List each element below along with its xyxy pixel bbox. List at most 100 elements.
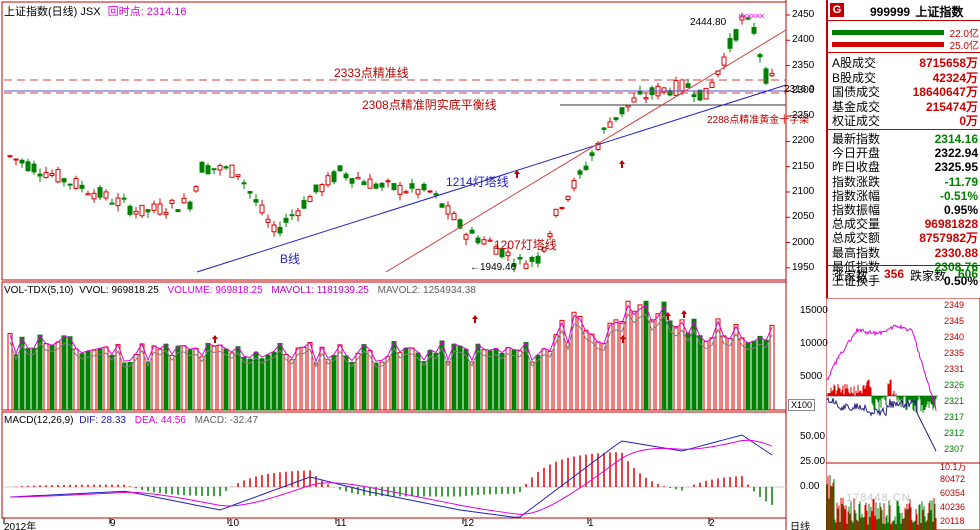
- volume-bar: [403, 347, 409, 411]
- quote-row: 指数涨跌 -11.79: [830, 175, 980, 190]
- volume-bar: [31, 347, 37, 411]
- price-tick: 2000: [792, 236, 815, 248]
- quote-label: 指数振幅: [832, 203, 881, 217]
- volume-bar: [121, 362, 127, 411]
- quote-value: 0万: [959, 114, 978, 128]
- quote-title: 999999 上证指数: [870, 3, 963, 20]
- macd-tick: 50.00: [800, 431, 826, 442]
- volume-bar: [85, 350, 91, 411]
- intraday-tick: 2321: [944, 396, 965, 406]
- volume-bar: [607, 322, 613, 411]
- candle-body: [85, 193, 91, 196]
- volume-bar: [535, 354, 541, 411]
- volume-value: VOLUME: 969818.25: [167, 285, 263, 296]
- candle-body: [235, 174, 241, 178]
- quote-label: B股成交: [832, 70, 877, 85]
- volume-bar: [493, 348, 499, 411]
- volume-bar: [223, 348, 229, 411]
- period-label[interactable]: 日线: [790, 522, 810, 530]
- intraday-chart[interactable]: [826, 298, 980, 530]
- candle-body: [397, 184, 403, 195]
- volume-bar: [67, 336, 73, 411]
- volume-bar: [517, 350, 523, 411]
- volume-bar: [583, 329, 589, 411]
- volume-bar: [643, 300, 649, 411]
- price-tick: 2400: [792, 34, 815, 46]
- volume-bar: [679, 319, 685, 411]
- quote-value: -11.79: [944, 174, 978, 189]
- candle-body: [613, 117, 619, 120]
- volume-bar: [733, 323, 739, 411]
- volume-bar: [619, 320, 625, 411]
- date-label: 11: [336, 518, 347, 529]
- quote-row: 权证成交 0万: [830, 114, 980, 129]
- volume-bar: [649, 319, 655, 411]
- candle-body: [37, 173, 43, 177]
- time-value: 2314.16: [146, 6, 187, 18]
- quote-value: 0.50%: [943, 274, 978, 288]
- volume-bar: [241, 356, 247, 411]
- candle-body: [703, 87, 709, 100]
- intraday-tick: 2349: [944, 300, 965, 310]
- quote-row: 最新指数 2314.16: [830, 132, 980, 147]
- volume-bar: [283, 353, 289, 411]
- intraday-volume-tick: 10.1万: [940, 462, 967, 472]
- candle-body: [427, 190, 433, 193]
- marks-label: ××××××: [738, 11, 765, 21]
- candle-body: [577, 170, 583, 175]
- volume-bar: [211, 345, 217, 411]
- quote-row: 最高指数 2330.88: [830, 246, 980, 261]
- intraday-volume-tick: 60354: [940, 488, 966, 498]
- buy-volume-bar: [832, 30, 944, 35]
- intraday-volume-tick: 20118: [940, 516, 965, 526]
- candle-body: [373, 183, 379, 189]
- macd-tick: 25.00: [800, 456, 826, 467]
- candle-body: [367, 178, 373, 189]
- volume-bar: [301, 346, 307, 411]
- quote-value: -0.51%: [939, 188, 978, 203]
- candle-body: [325, 175, 331, 186]
- volume-bar: [25, 348, 31, 411]
- volume-bar: [79, 353, 85, 411]
- time-label: 回时点:: [107, 6, 144, 18]
- chart-header: 上证指数(日线) JSX 回时点: 2314.16: [4, 3, 187, 19]
- candle-body: [697, 89, 703, 101]
- volume-bar: [49, 344, 55, 411]
- volume-bar: [373, 362, 379, 411]
- candle-body: [337, 165, 343, 172]
- quote-row: 上证换手 0.50%: [830, 274, 980, 289]
- quote-value: 0.95%: [943, 203, 978, 217]
- candle-body: [79, 184, 85, 189]
- g-icon[interactable]: G: [830, 3, 844, 17]
- quote-value: 2330.88: [934, 245, 978, 260]
- macd-value: MACD: -32.47: [194, 415, 259, 426]
- quote-row: 指数涨幅 -0.51%: [830, 189, 980, 204]
- mavol2-line: [9, 313, 773, 369]
- volume-bar: [7, 332, 13, 411]
- volume-bar: [715, 318, 721, 411]
- candle-body: [151, 203, 157, 211]
- volume-bar: [295, 347, 301, 411]
- volume-bar: [667, 320, 673, 411]
- candle-body: [379, 182, 385, 188]
- candle-body: [301, 200, 307, 209]
- candle-body: [601, 127, 607, 130]
- volume-bar: [739, 337, 745, 411]
- chart-canvas[interactable]: [0, 0, 826, 530]
- price-tick: 1950: [792, 261, 815, 273]
- candle-body: [343, 173, 349, 179]
- breadth-row: 涨家数 356 跌家数 606: [830, 267, 980, 283]
- arrow-marker: [514, 170, 520, 178]
- volume-bar: [187, 349, 193, 411]
- volume-bar: [421, 361, 427, 411]
- candle-body: [499, 248, 505, 258]
- line-1207: [385, 29, 787, 273]
- volume-bar: [547, 350, 553, 411]
- candle-body: [409, 183, 415, 189]
- volume-bar: [481, 349, 487, 411]
- volume-bar: [277, 343, 283, 411]
- intraday-tick: 2312: [944, 428, 965, 438]
- candle-body: [391, 183, 397, 191]
- candle-body: [625, 104, 631, 108]
- candle-body: [139, 204, 145, 217]
